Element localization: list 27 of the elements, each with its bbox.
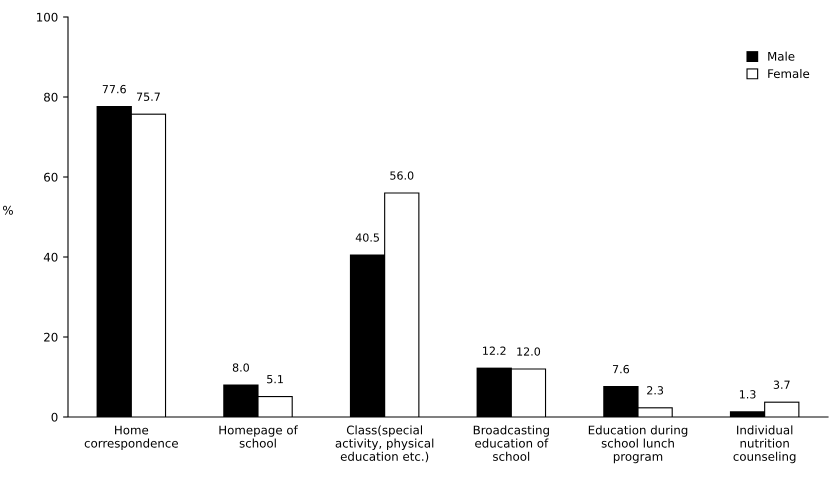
text: 75.7 xyxy=(136,92,160,101)
y-tick-label: 0 xyxy=(52,412,58,422)
x-tick-label: Education during school lunch program xyxy=(588,425,688,464)
text: 7.6 xyxy=(612,364,630,374)
text: 1.3 xyxy=(740,390,756,399)
x-tick-label: Homepage of school xyxy=(219,425,298,448)
text: 12.2 xyxy=(483,346,506,355)
y-axis-title: % xyxy=(3,206,13,215)
y-tick-label: 40 xyxy=(44,252,58,262)
y-tick-label: 20 xyxy=(44,332,58,342)
text: 2.3 xyxy=(647,386,664,395)
x-tick-label: Class(special activity, physical education etc.) xyxy=(336,425,434,462)
x-tick-label: Individual nutrition counseling xyxy=(734,425,796,464)
y-tick-label: 100 xyxy=(37,12,58,22)
text: 12.0 xyxy=(517,347,540,356)
text: 56.0 xyxy=(390,171,414,180)
x-tick-label: Broadcasting education of school xyxy=(474,425,549,461)
text: 5.1 xyxy=(267,375,283,384)
y-tick-label: 60 xyxy=(44,172,58,182)
legend-label: Male xyxy=(768,52,794,61)
x-tick-label: Home correspondence xyxy=(84,426,178,450)
legend-label: Female xyxy=(768,68,810,78)
y-tick-label: 80 xyxy=(44,92,58,102)
text: 40.5 xyxy=(356,233,379,242)
text: 8.0 xyxy=(232,363,249,372)
text: 3.7 xyxy=(774,380,790,389)
text: 77.6 xyxy=(102,84,126,94)
